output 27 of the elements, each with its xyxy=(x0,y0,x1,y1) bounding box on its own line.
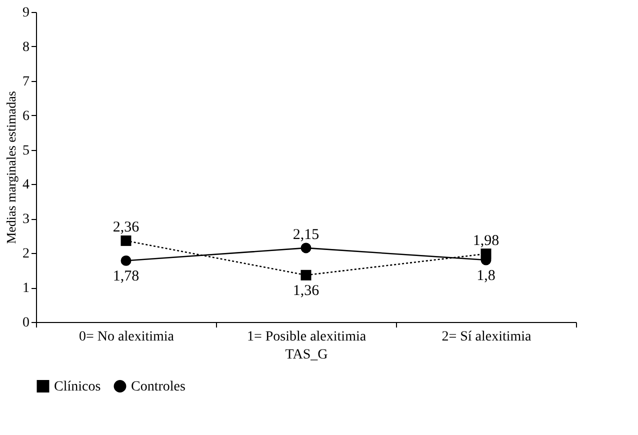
point xyxy=(120,235,132,246)
legend-label: Controles xyxy=(131,379,186,394)
y-tick-label: 4 xyxy=(22,178,30,193)
y-tick-label: 5 xyxy=(22,143,30,158)
point xyxy=(300,270,312,280)
point xyxy=(300,242,312,254)
y-tick-label: 9 xyxy=(22,6,30,20)
y-tick-label: 8 xyxy=(22,40,30,55)
data-label: 2,36 xyxy=(112,220,140,236)
data-label: 2,15 xyxy=(292,226,320,243)
x-tick-label: 1= Posible alexitimia xyxy=(246,330,367,344)
y-tick-label: 7 xyxy=(22,74,30,90)
y-tick-label: 1 xyxy=(22,281,30,296)
point xyxy=(120,255,132,266)
x-tick-label: 0= No alexitimia xyxy=(79,330,175,344)
x-axis-title: TAS_G xyxy=(285,348,328,362)
y-tick-label: 0 xyxy=(22,316,30,330)
y-tick-label: 6 xyxy=(22,108,30,124)
y-axis-title: Medias marginales estimadas xyxy=(4,91,18,244)
data-label: 1,78 xyxy=(112,268,140,285)
x-tick-label: 2= Sí alexitimia xyxy=(442,330,532,344)
data-label: 1,36 xyxy=(292,283,320,300)
y-tick-label: 2 xyxy=(22,246,30,262)
legend-label: Clínicos xyxy=(54,379,101,394)
data-label: 1,98 xyxy=(472,232,500,249)
data-label: 1,8 xyxy=(476,268,496,284)
y-tick-label: 3 xyxy=(22,212,30,228)
